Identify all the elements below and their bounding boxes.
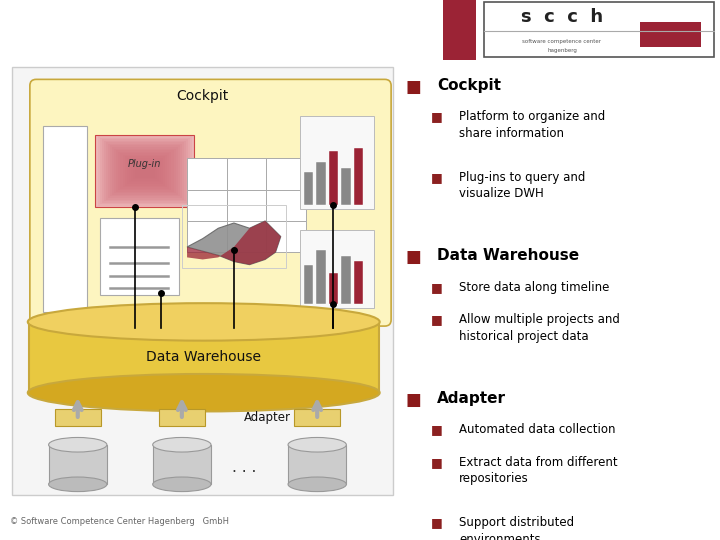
Text: Extract data from different
repositories: Extract data from different repositories xyxy=(459,456,618,485)
Text: © Software Competence Center Hagenberg   GmbH: © Software Competence Center Hagenberg G… xyxy=(10,517,229,526)
Text: ■: ■ xyxy=(406,78,422,96)
Text: ■: ■ xyxy=(431,313,443,326)
Bar xyxy=(266,190,306,221)
Bar xyxy=(288,445,346,484)
Bar xyxy=(304,172,313,205)
FancyBboxPatch shape xyxy=(96,134,194,207)
Bar xyxy=(153,445,211,484)
Bar xyxy=(300,116,374,210)
Text: Cockpit: Cockpit xyxy=(437,78,501,93)
FancyBboxPatch shape xyxy=(102,139,188,202)
Bar xyxy=(316,250,325,304)
Text: Allow multiple projects and
historical project data: Allow multiple projects and historical p… xyxy=(459,313,620,343)
Ellipse shape xyxy=(49,437,107,452)
Text: ■: ■ xyxy=(431,456,443,469)
Ellipse shape xyxy=(153,437,211,452)
Bar xyxy=(354,260,363,304)
Bar xyxy=(316,161,325,205)
Text: ■: ■ xyxy=(431,423,443,436)
FancyBboxPatch shape xyxy=(106,143,184,200)
Bar xyxy=(49,445,107,484)
Ellipse shape xyxy=(28,303,379,341)
FancyBboxPatch shape xyxy=(30,79,391,326)
Ellipse shape xyxy=(288,477,346,491)
Ellipse shape xyxy=(288,437,346,452)
Text: Data Warehouse: Data Warehouse xyxy=(437,248,580,264)
Text: Adapter: Adapter xyxy=(244,411,292,424)
Text: ■: ■ xyxy=(431,110,443,123)
Bar xyxy=(182,205,286,268)
Polygon shape xyxy=(187,221,281,265)
Bar xyxy=(341,168,351,205)
Bar xyxy=(227,221,266,252)
Bar xyxy=(43,126,87,312)
Text: Support distributed
environments: Support distributed environments xyxy=(459,516,575,540)
Text: Platform to organize and
share information: Platform to organize and share informati… xyxy=(459,110,606,140)
Text: . . .: . . . xyxy=(232,460,256,475)
Text: Plug-in: Plug-in xyxy=(127,159,161,168)
Bar xyxy=(304,265,313,304)
Bar xyxy=(354,148,363,205)
Text: Data Warehouse: Data Warehouse xyxy=(146,350,261,365)
Bar xyxy=(159,409,204,426)
FancyBboxPatch shape xyxy=(96,134,194,207)
Bar xyxy=(266,221,306,252)
Polygon shape xyxy=(187,221,281,265)
Bar xyxy=(187,158,227,190)
FancyBboxPatch shape xyxy=(99,138,190,204)
Text: ■: ■ xyxy=(406,391,422,409)
Text: Automated data collection: Automated data collection xyxy=(459,423,616,436)
Bar xyxy=(341,256,351,304)
Bar xyxy=(328,273,338,304)
Bar xyxy=(227,190,266,221)
Bar xyxy=(300,231,374,308)
Bar xyxy=(294,409,340,426)
Ellipse shape xyxy=(153,477,211,491)
Bar xyxy=(639,22,701,47)
Ellipse shape xyxy=(49,477,107,491)
Text: Plug-ins to query and
visualize DWH: Plug-ins to query and visualize DWH xyxy=(459,171,585,200)
Text: software competence center: software competence center xyxy=(523,39,601,44)
FancyBboxPatch shape xyxy=(108,144,182,198)
Bar xyxy=(187,221,227,252)
Text: s  c  c  h: s c c h xyxy=(521,8,603,26)
Text: Technical Solution Concept: Technical Solution Concept xyxy=(16,23,333,43)
Text: Store data along timeline: Store data along timeline xyxy=(459,281,610,294)
Ellipse shape xyxy=(28,374,379,411)
Bar xyxy=(227,158,266,190)
Bar xyxy=(266,158,306,190)
Bar xyxy=(485,2,714,57)
Bar xyxy=(187,190,227,221)
Text: hagenberg: hagenberg xyxy=(547,48,577,53)
Bar xyxy=(443,0,476,60)
Text: ■: ■ xyxy=(431,171,443,184)
FancyBboxPatch shape xyxy=(97,136,192,206)
Bar xyxy=(29,322,379,393)
Bar xyxy=(55,409,101,426)
Bar xyxy=(328,151,338,205)
FancyBboxPatch shape xyxy=(99,218,179,295)
FancyBboxPatch shape xyxy=(104,141,186,201)
Text: Adapter: Adapter xyxy=(437,391,506,406)
Text: ■: ■ xyxy=(431,516,443,529)
Text: ■: ■ xyxy=(406,248,422,266)
Text: ■: ■ xyxy=(431,281,443,294)
Text: Cockpit: Cockpit xyxy=(176,89,229,103)
